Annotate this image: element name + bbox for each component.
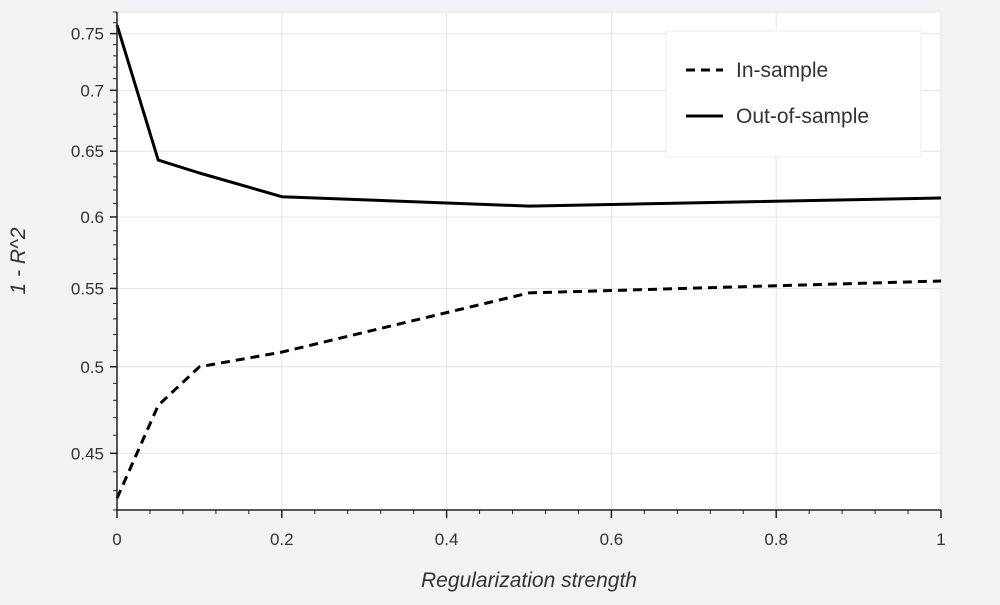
series-line bbox=[115, 279, 942, 499]
legend: In-sample Out-of-sample bbox=[665, 30, 922, 158]
x-axis-label: Regularization strength bbox=[421, 569, 637, 592]
y-tick-label: 0.45 bbox=[71, 444, 104, 463]
x-tick-label: 1 bbox=[936, 530, 945, 549]
x-tick-label: 0.2 bbox=[270, 530, 294, 549]
y-tick-label: 0.75 bbox=[71, 25, 104, 44]
x-tick-label: 0.8 bbox=[764, 530, 788, 549]
y-tick-label: 0.65 bbox=[71, 142, 104, 161]
x-tick-label: 0.4 bbox=[435, 530, 459, 549]
legend-label: In-sample bbox=[736, 59, 828, 82]
y-tick-label: 0.55 bbox=[71, 279, 104, 298]
series-line bbox=[115, 24, 942, 208]
axes: 0 0.2 0.4 0.6 0.8 1 0.45 0.5 0.55 0.6 0.65 0.7 0.75 bbox=[71, 11, 946, 549]
y-axis-label: 1 - R^2 bbox=[7, 227, 30, 294]
y-tick-label: 0.6 bbox=[80, 208, 104, 227]
legend-box bbox=[665, 30, 922, 158]
y-tick-label: 0.7 bbox=[80, 81, 104, 100]
x-tick-label: 0.6 bbox=[600, 530, 624, 549]
series-lines bbox=[115, 24, 942, 499]
y-tick-label: 0.5 bbox=[80, 358, 104, 377]
legend-label: Out-of-sample bbox=[736, 105, 869, 128]
x-tick-label: 0 bbox=[112, 530, 121, 549]
